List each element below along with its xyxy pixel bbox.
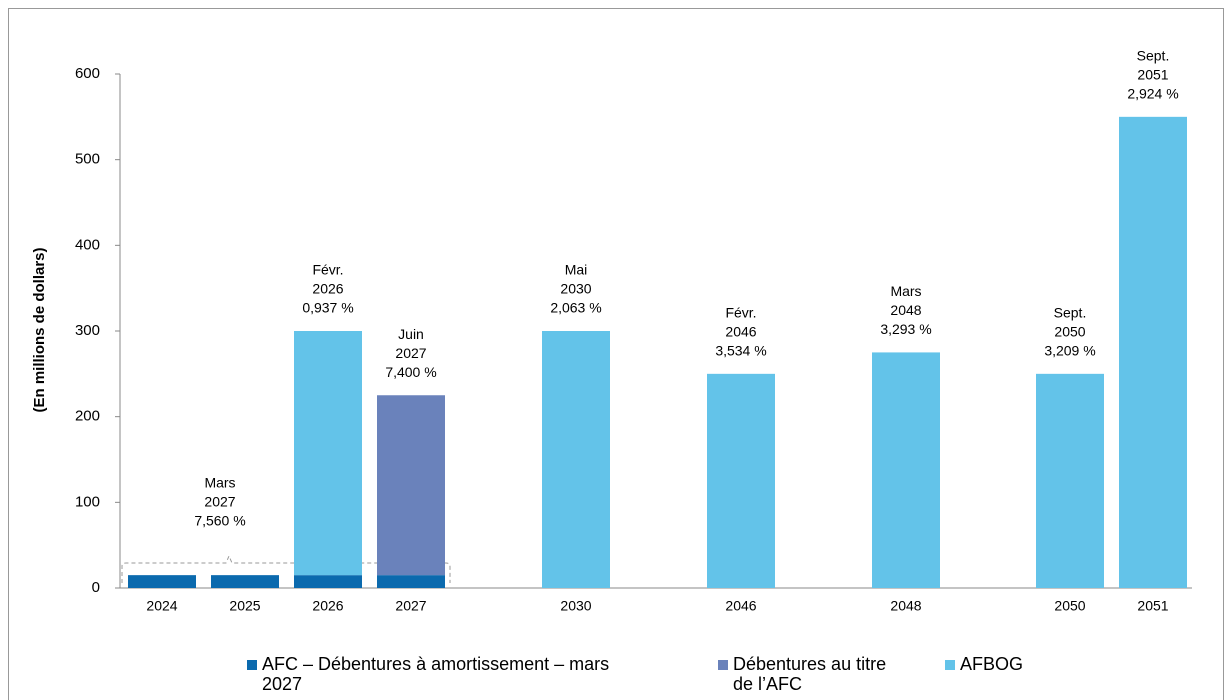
- bar-label: Juin: [398, 326, 424, 342]
- y-tick-label: 100: [75, 493, 100, 510]
- legend-label: AFBOG: [960, 654, 1024, 674]
- legend-label: Débentures au titre de l’AFC: [733, 654, 887, 694]
- x-tick-label: 2048: [890, 598, 921, 614]
- bar: [707, 373, 775, 588]
- bar-label: 2030: [560, 281, 591, 297]
- bar-label: 0,937 %: [302, 300, 353, 316]
- bar-label: Mai: [565, 262, 588, 278]
- x-tick-label: 2050: [1054, 598, 1085, 614]
- bar-label: 2051: [1137, 67, 1168, 83]
- legend-label: AFC – Débentures à amortissement – mars …: [262, 654, 610, 694]
- legend-swatch: [247, 660, 257, 670]
- y-tick-label: 300: [75, 322, 100, 339]
- bar: [1119, 116, 1187, 588]
- bar-label: 2048: [890, 302, 921, 318]
- bracket-label: 2027: [204, 494, 235, 510]
- bar-label: Févr.: [725, 305, 756, 321]
- x-tick-label: 2027: [395, 598, 426, 614]
- bar: [377, 395, 445, 576]
- x-tick-label: 2025: [229, 598, 260, 614]
- bracket-label: Mars: [204, 475, 235, 491]
- bar: [294, 331, 362, 576]
- legend-swatch: [945, 660, 955, 670]
- bar: [872, 352, 940, 588]
- bar-label: 3,293 %: [880, 321, 931, 337]
- x-tick-label: 2046: [725, 598, 756, 614]
- bar-label: 2027: [395, 345, 426, 361]
- bar-label: 7,400 %: [385, 364, 436, 380]
- bar: [542, 331, 610, 588]
- y-tick-label: 200: [75, 408, 100, 425]
- bar: [211, 575, 279, 588]
- bar: [128, 575, 196, 588]
- x-tick-label: 2051: [1137, 598, 1168, 614]
- x-tick-label: 2024: [146, 598, 177, 614]
- bar-label: 2026: [312, 281, 343, 297]
- bar: [1036, 373, 1104, 588]
- bar-label: 2,924 %: [1127, 86, 1178, 102]
- y-tick-label: 0: [92, 579, 100, 596]
- bracket-label: 7,560 %: [194, 513, 245, 529]
- legend-swatch: [718, 660, 728, 670]
- y-tick-label: 400: [75, 236, 100, 253]
- bar: [294, 575, 362, 588]
- x-tick-label: 2030: [560, 598, 591, 614]
- y-axis-label: (En millions de dollars): [31, 247, 48, 412]
- bar-label: Sept.: [1054, 305, 1087, 321]
- bar-label: Sept.: [1137, 48, 1170, 64]
- frame: [8, 8, 1224, 700]
- bar-label: Mars: [890, 283, 921, 299]
- bar-label: 2050: [1054, 324, 1085, 340]
- bar: [377, 575, 445, 588]
- x-tick-label: 2026: [312, 598, 343, 614]
- y-tick-label: 500: [75, 151, 100, 168]
- legend-item: AFC – Débentures à amortissement – mars …: [247, 654, 637, 694]
- bar-label: 2046: [725, 324, 756, 340]
- legend-item: AFBOG: [945, 654, 1095, 674]
- bar-label: Févr.: [312, 262, 343, 278]
- bar-label: 2,063 %: [550, 300, 601, 316]
- y-tick-label: 600: [75, 65, 100, 82]
- bar-label: 3,534 %: [715, 343, 766, 359]
- bar-label: 3,209 %: [1044, 343, 1095, 359]
- legend-item: Débentures au titre de l’AFC: [718, 654, 888, 694]
